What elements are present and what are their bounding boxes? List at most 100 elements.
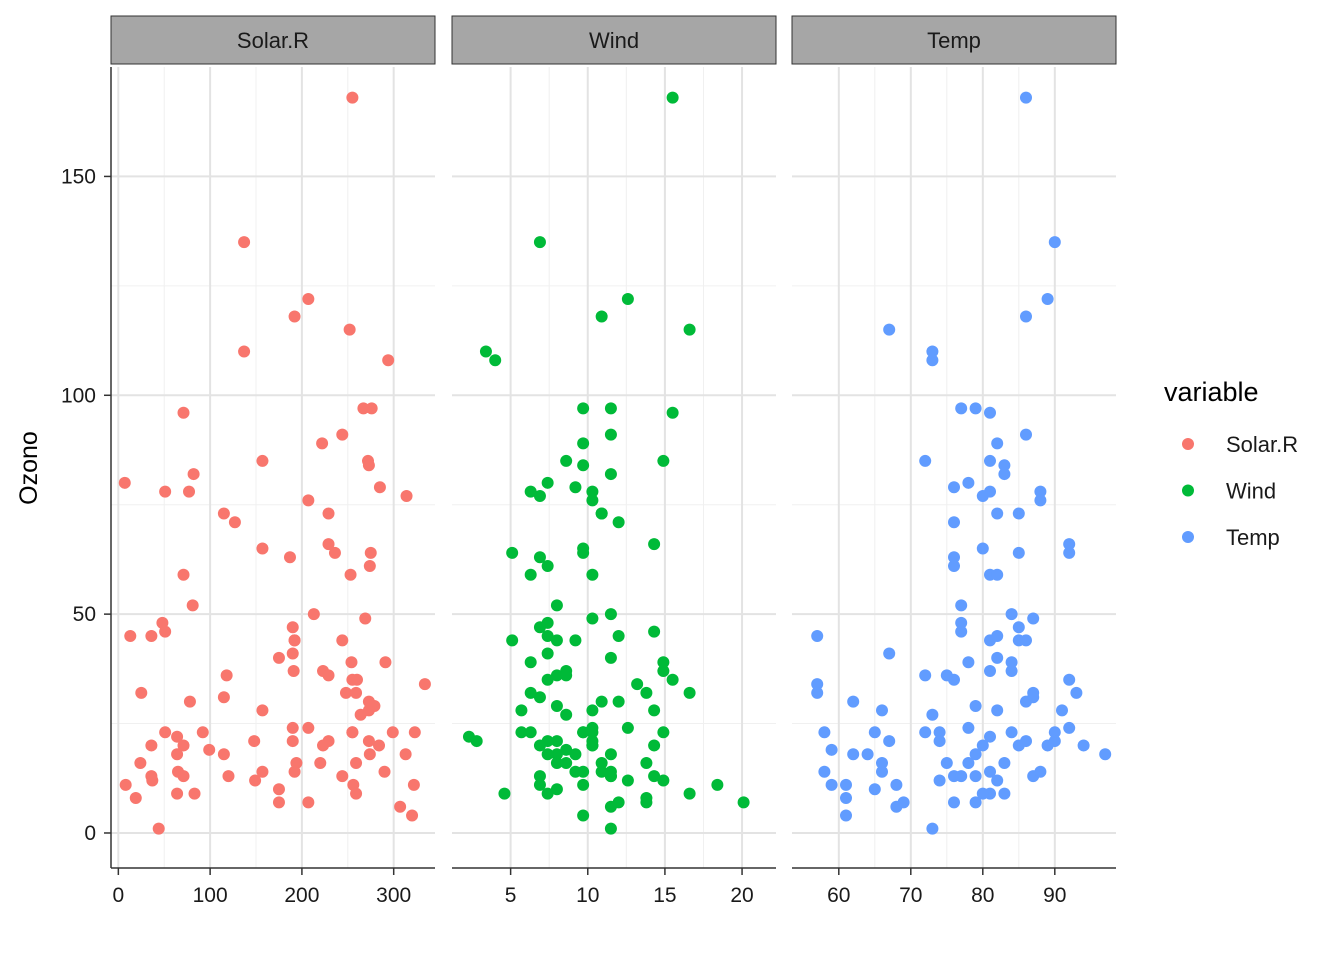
data-point — [612, 516, 625, 529]
data-point — [550, 748, 563, 761]
data-point — [577, 726, 590, 739]
data-point — [364, 546, 377, 559]
data-point — [362, 704, 375, 717]
data-point — [890, 800, 903, 813]
data-point — [408, 726, 421, 739]
data-point — [984, 765, 996, 778]
panels-layer: Solar.R 0 100 200 300 Wind 5 10 15 20 Temp 60 70 80 90 — [110, 15, 1117, 907]
data-point — [604, 765, 617, 778]
data-point — [648, 770, 661, 783]
data-point — [569, 481, 582, 494]
data-point — [648, 704, 661, 717]
data-point — [595, 310, 608, 323]
data-point — [541, 787, 554, 800]
data-point — [550, 669, 563, 682]
data-point — [418, 678, 431, 691]
data-point — [344, 568, 357, 581]
data-points — [811, 91, 1112, 835]
data-point — [470, 735, 483, 748]
data-point — [976, 739, 989, 752]
data-point — [586, 721, 599, 734]
y-tick-label: 150 — [61, 165, 96, 188]
data-point — [159, 485, 172, 498]
data-point — [657, 454, 670, 467]
x-tick-label: 300 — [376, 884, 411, 907]
legend-entry-wind: Wind — [1182, 479, 1276, 504]
data-point — [569, 748, 582, 761]
data-point — [188, 787, 201, 800]
data-point — [171, 787, 184, 800]
data-point — [124, 630, 137, 643]
x-tick-label: 200 — [284, 884, 319, 907]
data-point — [343, 323, 356, 336]
data-point — [550, 735, 563, 748]
data-point — [541, 476, 554, 489]
data-point — [183, 485, 196, 498]
data-point — [177, 739, 190, 752]
data-point — [976, 542, 989, 555]
data-point — [171, 748, 184, 761]
data-point — [286, 735, 299, 748]
data-point — [550, 783, 563, 796]
data-point — [595, 756, 608, 769]
data-point — [631, 678, 644, 691]
data-point — [560, 669, 573, 682]
data-point — [595, 765, 608, 778]
data-point — [322, 538, 335, 551]
data-point — [322, 669, 335, 682]
data-point — [969, 770, 982, 783]
data-point — [577, 809, 590, 822]
x-tick-label: 0 — [112, 884, 124, 907]
data-point — [145, 770, 158, 783]
data-point — [1012, 546, 1025, 559]
data-point — [222, 770, 235, 783]
data-point — [256, 704, 269, 717]
data-point — [550, 599, 563, 612]
data-point — [541, 748, 554, 761]
data-point — [876, 704, 888, 717]
data-point — [406, 809, 419, 822]
data-point — [962, 476, 975, 489]
data-point — [1063, 673, 1076, 686]
data-point — [612, 796, 625, 809]
data-point — [288, 765, 301, 778]
data-point — [515, 704, 528, 717]
data-point — [604, 608, 617, 621]
data-point — [183, 695, 196, 708]
facet-strip-label: Wind — [589, 28, 639, 53]
data-point — [177, 770, 190, 783]
data-point — [1034, 485, 1047, 498]
data-point — [1099, 748, 1112, 761]
data-point — [286, 721, 299, 734]
data-point — [948, 796, 960, 809]
data-point — [382, 354, 395, 367]
data-point — [129, 791, 142, 804]
data-point — [302, 494, 315, 507]
data-point — [302, 796, 315, 809]
facet-strip-label: Solar.R — [237, 28, 309, 53]
data-point — [984, 406, 996, 419]
data-point — [991, 630, 1004, 643]
data-point — [1020, 735, 1032, 748]
data-point — [569, 634, 582, 647]
data-point — [621, 292, 634, 305]
data-point — [1048, 735, 1061, 748]
data-point — [336, 770, 349, 783]
data-point — [228, 516, 241, 529]
data-point — [998, 468, 1011, 481]
data-point — [479, 345, 492, 358]
data-point — [998, 459, 1011, 472]
data-point — [861, 748, 874, 761]
data-point — [302, 721, 315, 734]
facet-panel-wind: Wind 5 10 15 20 — [451, 15, 777, 907]
data-point — [560, 743, 573, 756]
data-point — [962, 721, 975, 734]
legend: variable Solar.R Wind Temp — [1164, 377, 1298, 550]
data-point — [550, 634, 563, 647]
data-point — [657, 665, 670, 678]
data-point — [1005, 726, 1018, 739]
data-point — [203, 743, 216, 756]
data-point — [363, 559, 376, 572]
data-point — [640, 756, 653, 769]
data-point — [362, 695, 375, 708]
